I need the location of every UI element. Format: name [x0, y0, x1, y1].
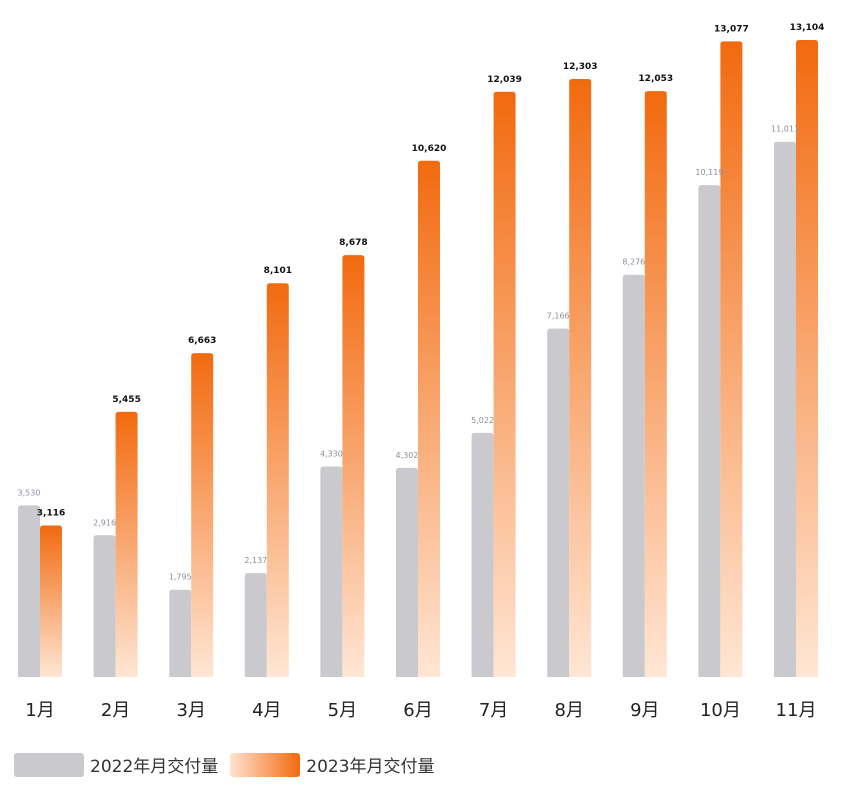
x-tick-label-5: 5月: [328, 700, 357, 721]
legend-swatch-2022: [14, 752, 84, 777]
legend: 2022年月交付量 2023年月交付量: [14, 752, 447, 777]
x-tick-label-9: 9月: [630, 700, 659, 721]
data-label-2023-3: 6,663: [188, 336, 216, 346]
bar-2022-4: [244, 573, 267, 677]
bar-2022-3: [169, 589, 192, 677]
series-2022-bars: [18, 141, 796, 678]
data-label-2023-4: 8,101: [264, 266, 292, 276]
x-tick-label-6: 6月: [403, 700, 432, 721]
bar-2023-2: [115, 411, 138, 677]
data-label-2022-1: 3,530: [18, 488, 41, 497]
bar-2022-6: [396, 467, 418, 677]
x-tick-label-4: 4月: [252, 700, 281, 721]
data-label-2023-7: 12,039: [487, 75, 522, 85]
bar-2023-8: [569, 78, 592, 677]
bar-2023-5: [342, 255, 365, 677]
data-label-2022-2: 2,916: [93, 518, 116, 527]
data-label-2023-8: 12,303: [563, 62, 598, 72]
bar-2022-8: [547, 328, 570, 677]
series-2023-bars: [40, 40, 818, 678]
bar-2022-2: [93, 535, 116, 677]
bar-2022-11: [774, 141, 796, 678]
x-tick-label-10: 10月: [700, 700, 741, 721]
data-label-2022-6: 4,302: [396, 451, 419, 460]
x-tick-label-3: 3月: [176, 700, 205, 721]
legend-item-2023[interactable]: 2023年月交付量: [230, 752, 435, 777]
x-axis-tick-labels: 1月 2月 3月 4月 5月 6月 7月 8月 9月 10月 11月: [25, 700, 816, 721]
data-label-2022-10: 10,119: [695, 168, 723, 177]
x-tick-label-8: 8月: [554, 700, 583, 721]
legend-label-2023: 2023年月交付量: [306, 757, 435, 777]
data-label-2022-11: 11,011: [771, 125, 799, 134]
data-label-2022-9: 8,276: [622, 258, 645, 267]
data-label-2022-7: 5,022: [471, 416, 494, 425]
legend-label-2022: 2022年月交付量: [90, 757, 219, 777]
data-label-2022-3: 1,795: [169, 573, 192, 582]
legend-swatch-2023: [230, 752, 301, 777]
x-tick-label-7: 7月: [479, 700, 508, 721]
bar-2023-9: [644, 91, 667, 678]
bar-2022-10: [698, 185, 721, 677]
bar-2022-7: [471, 432, 494, 677]
bar-2023-3: [191, 353, 214, 677]
bar-2022-1: [18, 505, 40, 677]
data-label-2023-5: 8,678: [339, 238, 367, 248]
data-label-2023-10: 13,077: [714, 24, 749, 34]
data-label-2023-6: 10,620: [412, 144, 447, 154]
bar-chart: 3,530 2,916 1,795 2,137 4,330 4,302 5,022 7,166…: [18, 23, 825, 721]
bar-2023-4: [266, 283, 289, 677]
data-label-2022-5: 4,330: [320, 450, 343, 459]
data-label-2023-1: 3,116: [37, 509, 65, 519]
data-label-2022-4: 2,137: [244, 556, 267, 565]
bar-2022-9: [622, 274, 645, 677]
x-tick-label-2: 2月: [101, 700, 130, 721]
bar-2023-11: [796, 40, 818, 677]
legend-item-2022[interactable]: 2022年月交付量: [14, 752, 218, 777]
bar-2023-6: [418, 160, 440, 677]
bar-2023-7: [493, 91, 516, 678]
data-label-2023-11: 13,104: [790, 23, 825, 33]
x-tick-label-1: 1月: [25, 700, 54, 721]
data-label-2022-8: 7,166: [547, 312, 570, 321]
x-tick-label-11: 11月: [776, 700, 817, 721]
data-label-2023-9: 12,053: [638, 74, 673, 84]
bar-2023-1: [40, 525, 62, 677]
series-2022-data-labels: 3,530 2,916 1,795 2,137 4,330 4,302 5,022 7,166…: [18, 125, 799, 582]
data-label-2023-2: 5,455: [112, 395, 140, 405]
series-2023-data-labels: 3,116 5,455 6,663 8,101 8,678 10,620 12,039 12,…: [37, 23, 825, 519]
bar-2022-5: [320, 466, 343, 677]
bar-2023-10: [720, 41, 743, 677]
